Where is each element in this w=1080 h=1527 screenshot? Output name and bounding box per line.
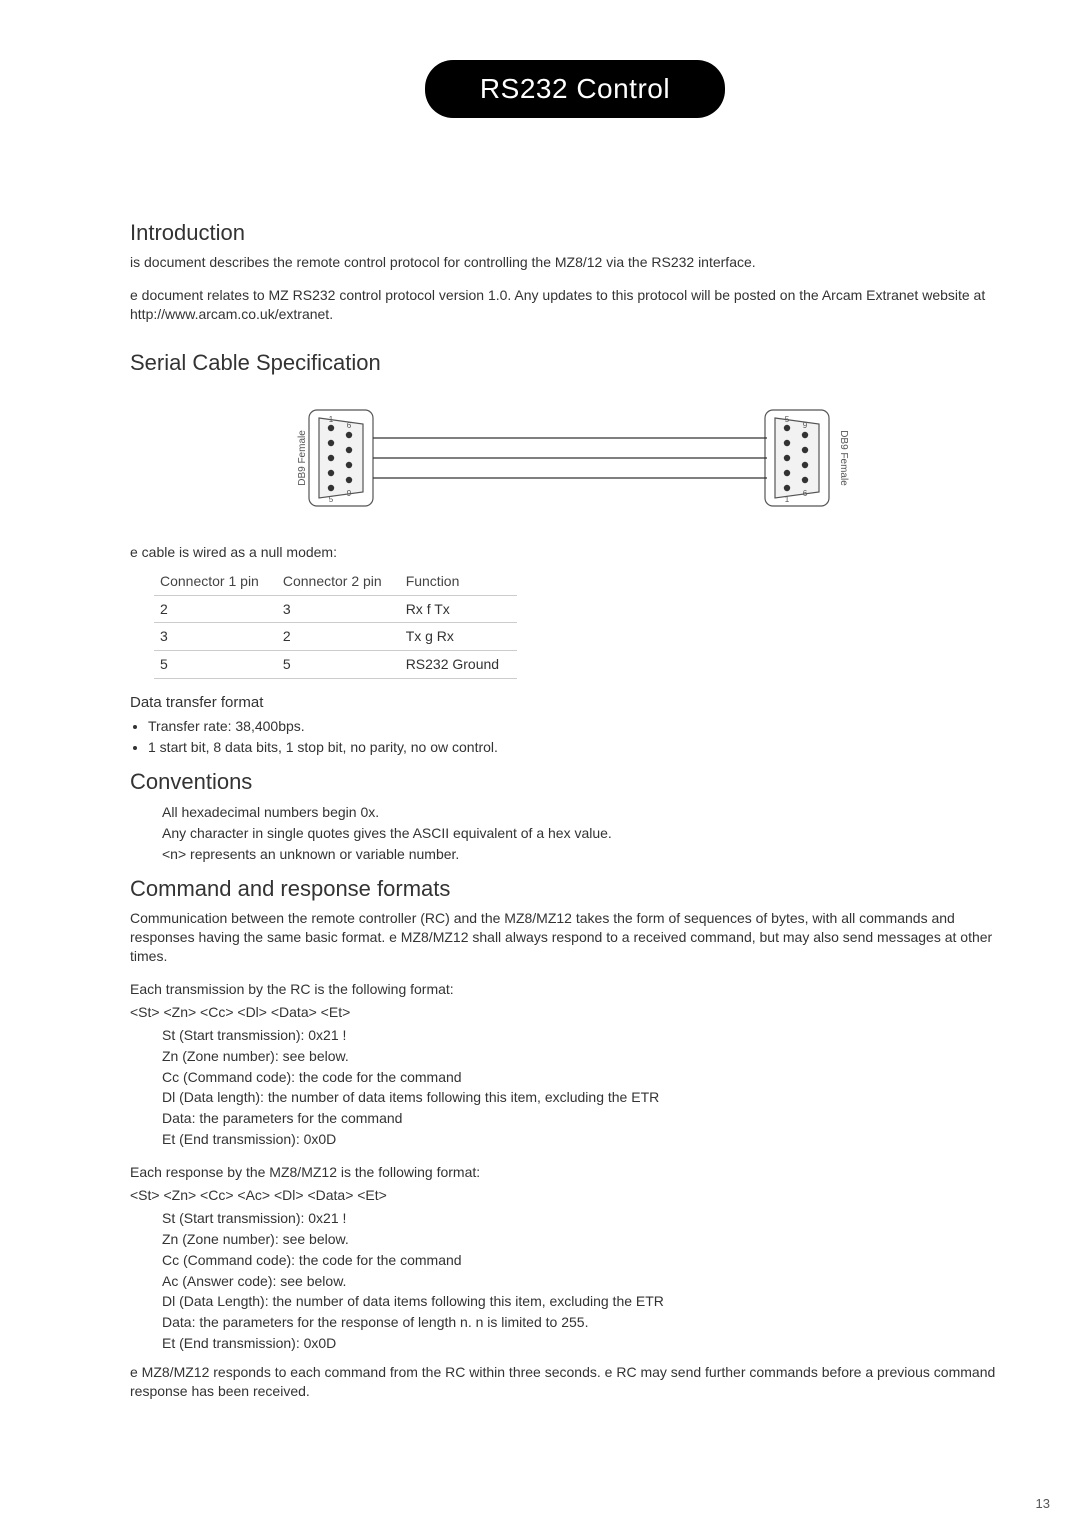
tx-lead: Each transmission by the RC is the follo…	[130, 980, 1020, 999]
list-item: Cc (Command code): the code for the comm…	[162, 1251, 1020, 1270]
pin-table: Connector 1 pin Connector 2 pin Function…	[154, 568, 517, 680]
list-item: St (Start transmission): 0x21 !	[162, 1026, 1020, 1045]
table-row: 2 3 Rx f Tx	[154, 595, 517, 623]
transfer-list: Transfer rate: 38,400bps. 1 start bit, 8…	[148, 717, 1020, 757]
conventions-list: All hexadecimal numbers begin 0x. Any ch…	[162, 803, 1020, 864]
list-item: Ac (Answer code): see below.	[162, 1272, 1020, 1291]
header-badge: RS232 Control	[425, 60, 725, 118]
svg-text:6: 6	[347, 421, 352, 430]
list-item: Data: the parameters for the command	[162, 1109, 1020, 1128]
cell: 5	[154, 651, 277, 679]
list-item: Any character in single quotes gives the…	[162, 824, 1020, 843]
rx-list: St (Start transmission): 0x21 ! Zn (Zone…	[162, 1209, 1020, 1353]
heading-formats: Command and response formats	[130, 874, 1020, 904]
svg-text:9: 9	[347, 489, 352, 498]
col-conn2: Connector 2 pin	[277, 568, 400, 595]
formats-closing: e MZ8/MZ12 responds to each command from…	[130, 1363, 1020, 1401]
heading-transfer: Data transfer format	[130, 693, 1020, 713]
cable-note: e cable is wired as a null modem:	[130, 543, 1020, 562]
list-item: Cc (Command code): the code for the comm…	[162, 1068, 1020, 1087]
cable-diagram: 1 5 6 9 5 1 9 6 DB9 Female DB9 Female	[130, 398, 1020, 523]
list-item: All hexadecimal numbers begin 0x.	[162, 803, 1020, 822]
svg-text:5: 5	[329, 495, 334, 504]
cell: Rx f Tx	[400, 595, 517, 623]
heading-conventions: Conventions	[130, 767, 1020, 797]
list-item: Transfer rate: 38,400bps.	[148, 717, 1020, 736]
svg-text:6: 6	[803, 489, 808, 498]
svg-text:DB9 Female: DB9 Female	[838, 430, 849, 486]
intro-p1: is document describes the remote control…	[130, 253, 1020, 272]
list-item: Zn (Zone number): see below.	[162, 1047, 1020, 1066]
heading-introduction: Introduction	[130, 218, 1020, 248]
cable-diagram-svg: 1 5 6 9 5 1 9 6 DB9 Female DB9 Female	[295, 398, 855, 518]
intro-p2: e document relates to MZ RS232 control p…	[130, 286, 1020, 324]
tx-line: <St> <Zn> <Cc> <Dl> <Data> <Et>	[130, 1003, 1020, 1022]
svg-text:9: 9	[803, 421, 808, 430]
svg-text:5: 5	[785, 415, 790, 424]
rx-line: <St> <Zn> <Cc> <Ac> <Dl> <Data> <Et>	[130, 1186, 1020, 1205]
formats-intro: Communication between the remote control…	[130, 909, 1020, 966]
col-conn1: Connector 1 pin	[154, 568, 277, 595]
svg-text:1: 1	[329, 415, 334, 424]
list-item: Et (End transmission): 0x0D	[162, 1334, 1020, 1353]
table-row: 3 2 Tx g Rx	[154, 623, 517, 651]
table-row: 5 5 RS232 Ground	[154, 651, 517, 679]
cell: 3	[277, 595, 400, 623]
col-func: Function	[400, 568, 517, 595]
list-item: Dl (Data length): the number of data ite…	[162, 1088, 1020, 1107]
page-number: 13	[1036, 1495, 1050, 1513]
list-item: Dl (Data Length): the number of data ite…	[162, 1292, 1020, 1311]
cell: 3	[154, 623, 277, 651]
cell: RS232 Ground	[400, 651, 517, 679]
table-header-row: Connector 1 pin Connector 2 pin Function	[154, 568, 517, 595]
cell: 5	[277, 651, 400, 679]
list-item: Zn (Zone number): see below.	[162, 1230, 1020, 1249]
svg-text:DB9 Female: DB9 Female	[297, 430, 308, 486]
cell: Tx g Rx	[400, 623, 517, 651]
cell: 2	[277, 623, 400, 651]
rx-lead: Each response by the MZ8/MZ12 is the fol…	[130, 1163, 1020, 1182]
list-item: 1 start bit, 8 data bits, 1 stop bit, no…	[148, 738, 1020, 757]
list-item: St (Start transmission): 0x21 !	[162, 1209, 1020, 1228]
tx-list: St (Start transmission): 0x21 ! Zn (Zone…	[162, 1026, 1020, 1149]
cell: 2	[154, 595, 277, 623]
list-item: <n> represents an unknown or variable nu…	[162, 845, 1020, 864]
list-item: Et (End transmission): 0x0D	[162, 1130, 1020, 1149]
list-item: Data: the parameters for the response of…	[162, 1313, 1020, 1332]
svg-text:1: 1	[785, 495, 790, 504]
heading-serial-cable: Serial Cable Specification	[130, 348, 1020, 378]
